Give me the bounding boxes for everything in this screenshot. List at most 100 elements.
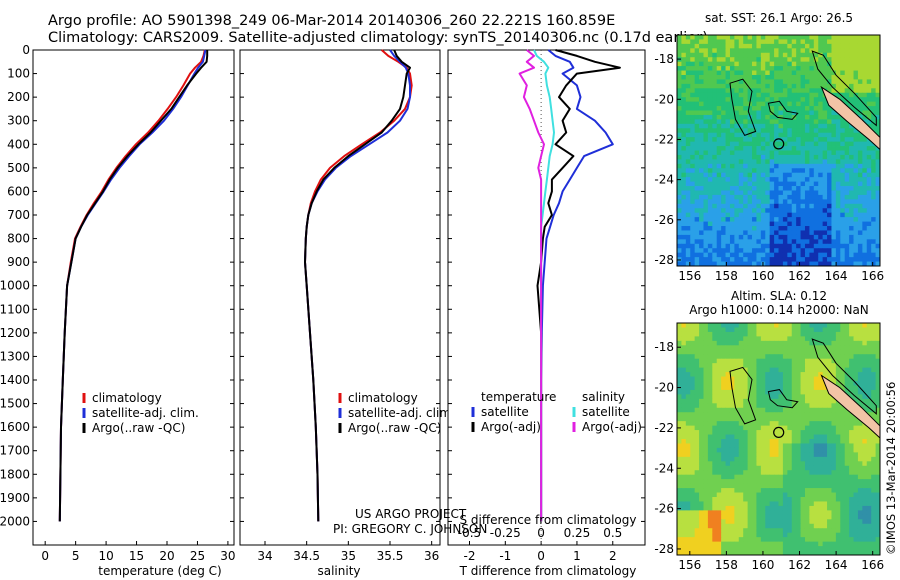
legend-label: Argo(..raw -QC) bbox=[348, 421, 441, 435]
x-tick-label: 164 bbox=[825, 558, 848, 572]
y-tick-label: 2000 bbox=[0, 514, 30, 528]
y-tick-label: 600 bbox=[7, 184, 30, 198]
x-tick-label: 1 bbox=[573, 549, 581, 563]
y-tick-label: -20 bbox=[654, 381, 674, 395]
plot-frame bbox=[32, 49, 235, 546]
x-tick-label: 5 bbox=[72, 549, 80, 563]
map-raster bbox=[677, 35, 881, 267]
x-tick-label: 156 bbox=[678, 558, 701, 572]
reef-contour bbox=[767, 100, 799, 120]
x-tick-label: 0 bbox=[537, 549, 545, 563]
plot-frame bbox=[239, 49, 441, 546]
x-tick-label: 35.5 bbox=[377, 549, 404, 563]
x-tick-label: 25 bbox=[190, 549, 205, 563]
difference-panel: -2 -1 0 1 2 -0.5 -0.25 0 0.25 0.5 temperature salin… bbox=[447, 49, 646, 563]
x-tick-label: 15 bbox=[129, 549, 144, 563]
pi-label: PI: GREGORY C. JOHNSON bbox=[333, 522, 487, 536]
x-tick-label: 160 bbox=[752, 269, 775, 283]
imos-stamp: ©IMOS 13-Mar-2014 20:00:56 bbox=[884, 382, 898, 555]
t-diff-xlabel: T difference from climatology bbox=[459, 564, 637, 578]
x-tick-label: 30 bbox=[220, 549, 235, 563]
y-tick-label: 900 bbox=[7, 255, 30, 269]
y-tick-label: -26 bbox=[654, 502, 674, 516]
y-tick-label: -18 bbox=[654, 340, 674, 354]
x-tick-label: 36 bbox=[424, 549, 439, 563]
salinity-xlabel: salinity bbox=[317, 564, 360, 578]
y-tick-label: -22 bbox=[654, 421, 674, 435]
y-tick-label: -20 bbox=[654, 92, 674, 106]
legend-label: satellite bbox=[582, 405, 630, 419]
s-tick-label: 0.5 bbox=[603, 526, 622, 540]
y-tick-label: 1400 bbox=[0, 373, 30, 387]
y-tick-label: 400 bbox=[7, 137, 30, 151]
y-tick-label: -18 bbox=[654, 52, 674, 66]
x-tick-label: -1 bbox=[499, 549, 511, 563]
legend-label: satellite-adj. clim. bbox=[92, 406, 199, 420]
series-line bbox=[304, 49, 411, 522]
legend-header: salinity bbox=[582, 390, 625, 404]
y-tick-label: 100 bbox=[7, 67, 30, 81]
x-tick-label: 162 bbox=[788, 269, 811, 283]
s-diff-xlabel: S difference from climatology bbox=[460, 513, 637, 527]
sla-title: Altim. SLA: 0.12 bbox=[731, 289, 827, 303]
y-tick-label: -28 bbox=[654, 253, 674, 267]
x-tick-label: 158 bbox=[715, 269, 738, 283]
x-tick-label: 34 bbox=[257, 549, 272, 563]
sla-subtitle: Argo h1000: 0.14 h2000: NaN bbox=[689, 303, 869, 317]
argo-position-marker bbox=[773, 138, 785, 150]
reef-contour bbox=[811, 50, 877, 127]
y-tick-label: 1600 bbox=[0, 420, 30, 434]
sst-map-panel: 156 158 160 162 164 166 -18 -20 -22 -24 -26 -28 bbox=[654, 34, 884, 283]
y-tick-label: 1700 bbox=[0, 444, 30, 458]
reef-contour bbox=[729, 78, 757, 137]
project-label: US ARGO PROJECT bbox=[355, 507, 467, 521]
y-tick-label: 300 bbox=[7, 114, 30, 128]
argo-position-marker bbox=[773, 426, 785, 438]
x-tick-label: 35 bbox=[341, 549, 356, 563]
y-tick-label: 0 bbox=[22, 43, 30, 57]
x-tick-label: 20 bbox=[159, 549, 174, 563]
x-tick-label: 34.5 bbox=[293, 549, 320, 563]
y-tick-label: -22 bbox=[654, 132, 674, 146]
header-line1: Argo profile: AO 5901398_249 06-Mar-2014… bbox=[48, 13, 615, 29]
legend-label: climatology bbox=[348, 391, 418, 405]
y-tick-label: -24 bbox=[654, 461, 674, 475]
x-tick-label: 10 bbox=[98, 549, 113, 563]
y-tick-label: 800 bbox=[7, 232, 30, 246]
reef-contour bbox=[811, 338, 877, 415]
temperature-panel: 0100200300400500600700800900100011001200… bbox=[0, 43, 236, 563]
y-tick-label: 500 bbox=[7, 161, 30, 175]
s-tick-label: 0 bbox=[537, 526, 545, 540]
salinity-panel: 34 34.5 35 35.5 36 climatologysatellite-adj. … bbox=[239, 49, 455, 563]
y-tick-label: 1800 bbox=[0, 467, 30, 481]
map-raster bbox=[677, 323, 881, 556]
x-tick-label: 2 bbox=[609, 549, 617, 563]
y-tick-label: 700 bbox=[7, 208, 30, 222]
s-tick-label: -0.25 bbox=[490, 526, 521, 540]
y-tick-label: -24 bbox=[654, 173, 674, 187]
y-tick-label: 1200 bbox=[0, 326, 30, 340]
x-tick-label: 162 bbox=[788, 558, 811, 572]
header-line2: Climatology: CARS2009. Satellite-adjuste… bbox=[48, 30, 708, 46]
plot-frame bbox=[447, 49, 646, 546]
series-line bbox=[518, 49, 545, 522]
y-tick-label: 1300 bbox=[0, 349, 30, 363]
legend-label: Argo(..raw -QC) bbox=[92, 421, 185, 435]
x-tick-label: 166 bbox=[861, 269, 884, 283]
x-tick-label: 0 bbox=[41, 549, 49, 563]
series-line bbox=[58, 50, 209, 522]
y-tick-label: 1100 bbox=[0, 302, 30, 316]
y-tick-label: 1900 bbox=[0, 491, 30, 505]
x-tick-label: 160 bbox=[752, 558, 775, 572]
legend-label: climatology bbox=[92, 391, 162, 405]
legend-label: satellite bbox=[481, 405, 529, 419]
y-tick-label: -28 bbox=[654, 542, 674, 556]
sst-title: sat. SST: 26.1 Argo: 26.5 bbox=[705, 11, 853, 25]
s-tick-label: -0.5 bbox=[458, 526, 481, 540]
y-tick-label: 200 bbox=[7, 90, 30, 104]
y-tick-label: 1500 bbox=[0, 397, 30, 411]
x-tick-label: -2 bbox=[464, 549, 476, 563]
legend-header: temperature bbox=[481, 390, 556, 404]
x-tick-label: 166 bbox=[861, 558, 884, 572]
